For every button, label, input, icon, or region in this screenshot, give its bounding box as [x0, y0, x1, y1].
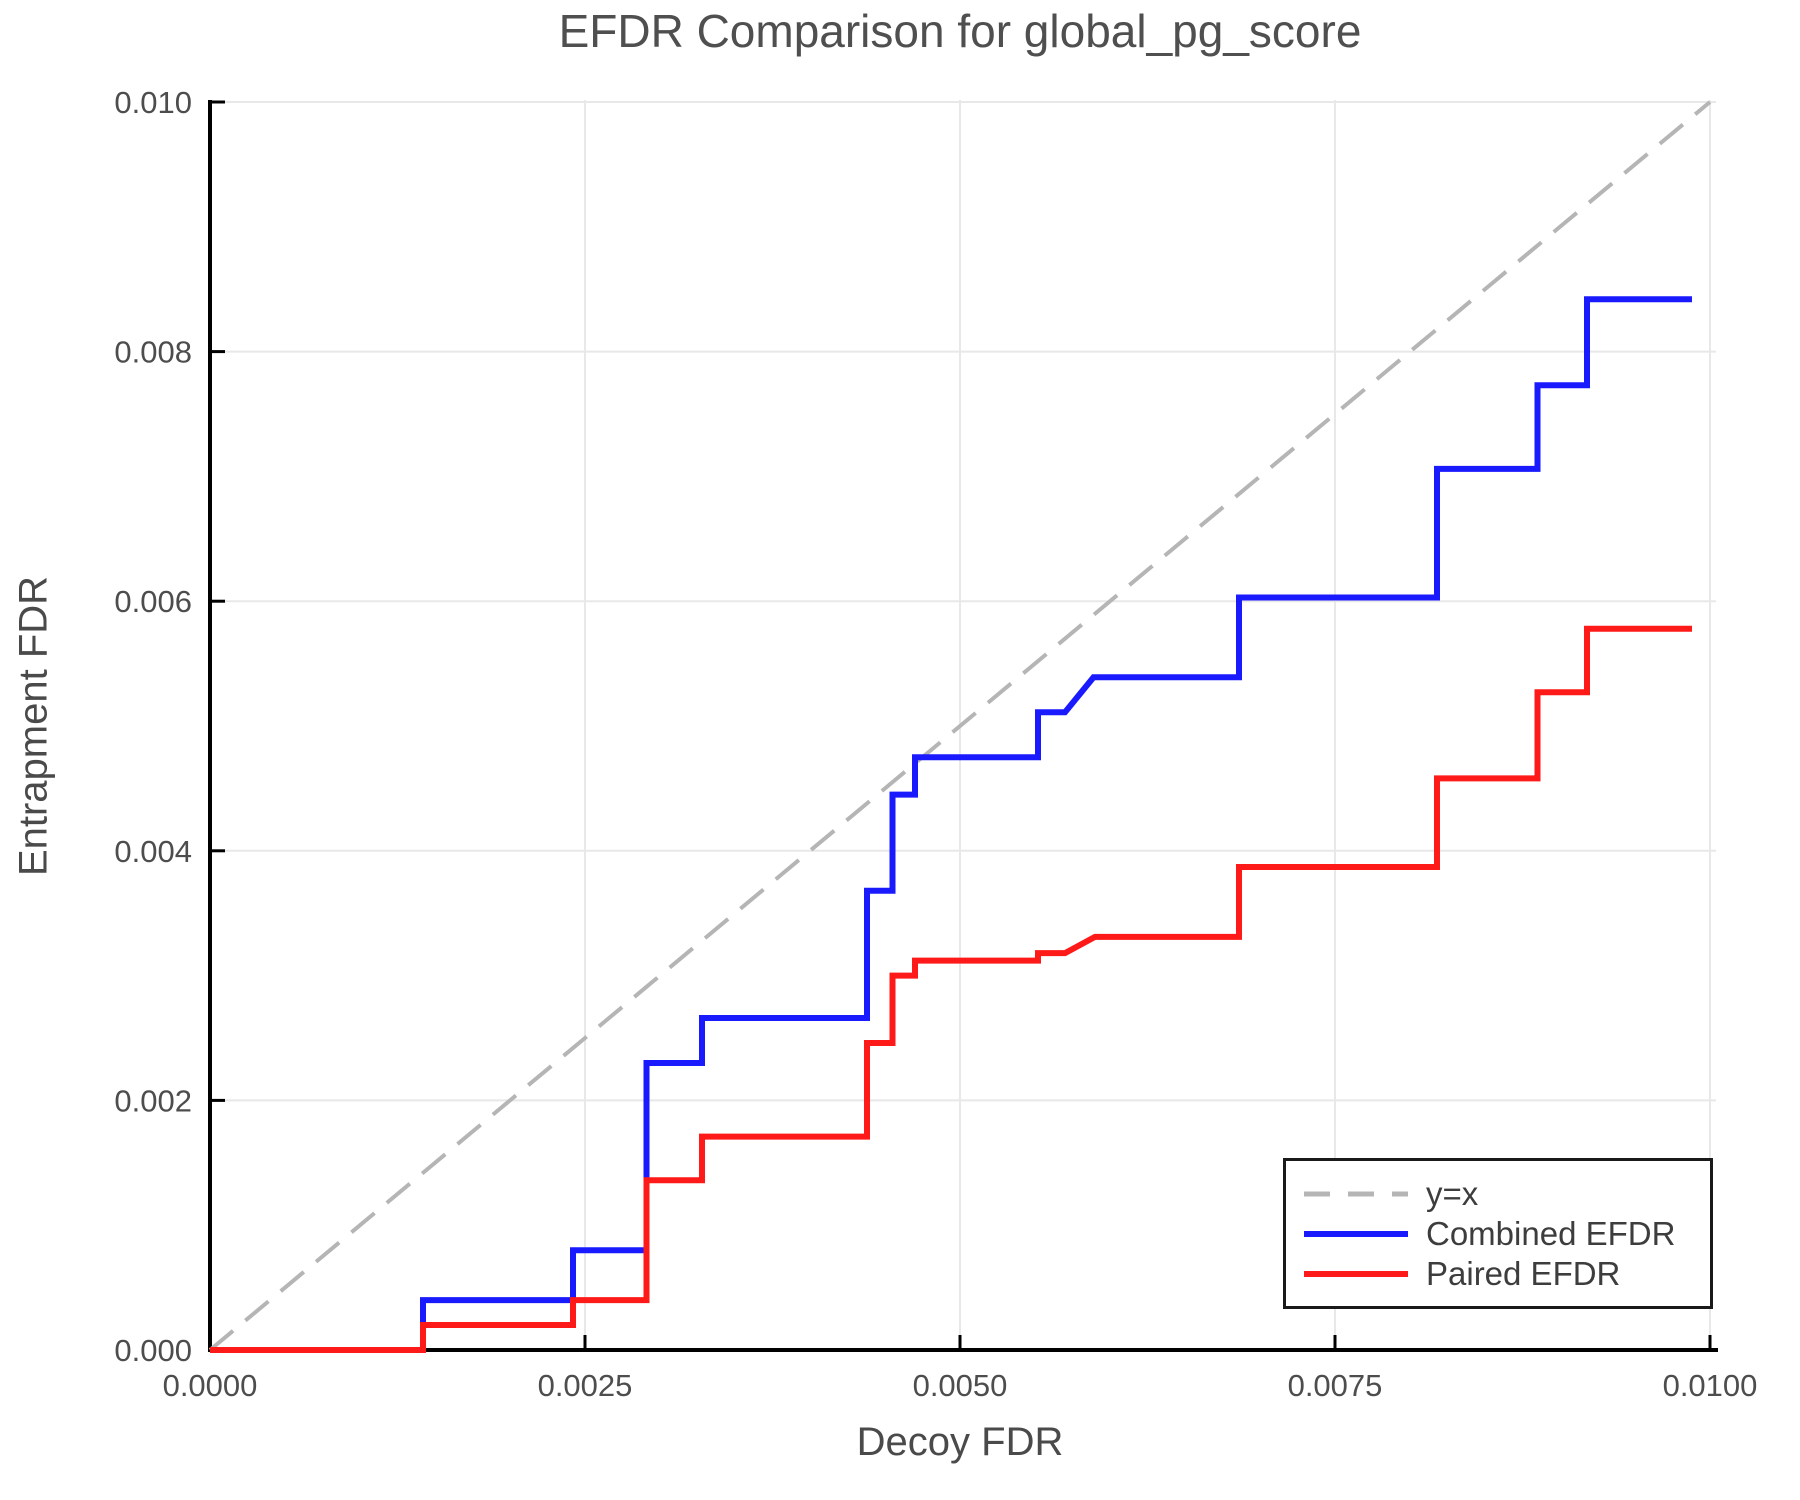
- legend-item-combined-efdr: Combined EFDR: [1302, 1214, 1710, 1254]
- x-tick-label: 0.0025: [538, 1368, 633, 1403]
- legend-label-combined-efdr: Combined EFDR: [1426, 1214, 1676, 1252]
- y-axis-label: Entrapment FDR: [11, 575, 56, 877]
- y-tick-label: 0.004: [114, 834, 192, 869]
- tick-labels: 0.0000 0.0025 0.0050 0.0075 0.0100 0.000 0.002…: [114, 85, 1757, 1403]
- legend: y=x Combined EFDR Paired EFDR: [1283, 1158, 1713, 1309]
- chart-title: EFDR Comparison for global_pg_score: [558, 5, 1362, 57]
- y-tick-label: 0.006: [114, 584, 192, 619]
- series-line-combined-efdr: [210, 296, 1692, 1353]
- x-tick-label: 0.0000: [163, 1368, 258, 1403]
- combined-efdr-line-sample-icon: [1304, 1230, 1408, 1237]
- y-tick-label: 0.008: [114, 335, 192, 370]
- legend-label-paired-efdr: Paired EFDR: [1426, 1254, 1621, 1292]
- yx-line-sample-icon: [1304, 1191, 1408, 1196]
- y-tick-label: 0.002: [114, 1083, 192, 1118]
- legend-item-paired-efdr: Paired EFDR: [1302, 1254, 1710, 1294]
- x-axis-label: Decoy FDR: [856, 1420, 1064, 1464]
- x-tick-label: 0.0100: [1663, 1368, 1758, 1403]
- y-tick-label: 0.000: [114, 1333, 192, 1368]
- axis-spines: [208, 100, 1718, 1352]
- y-tick-label: 0.010: [114, 85, 192, 120]
- x-tick-label: 0.0050: [913, 1368, 1008, 1403]
- series-line-y-x: [208, 100, 1712, 1352]
- legend-item-yx: y=x: [1302, 1174, 1710, 1214]
- legend-label-yx: y=x: [1426, 1174, 1479, 1212]
- series-line-paired-efdr: [210, 625, 1692, 1353]
- x-tick-label: 0.0075: [1288, 1368, 1383, 1403]
- series-lines: [208, 100, 1712, 1353]
- paired-efdr-line-sample-icon: [1304, 1270, 1408, 1277]
